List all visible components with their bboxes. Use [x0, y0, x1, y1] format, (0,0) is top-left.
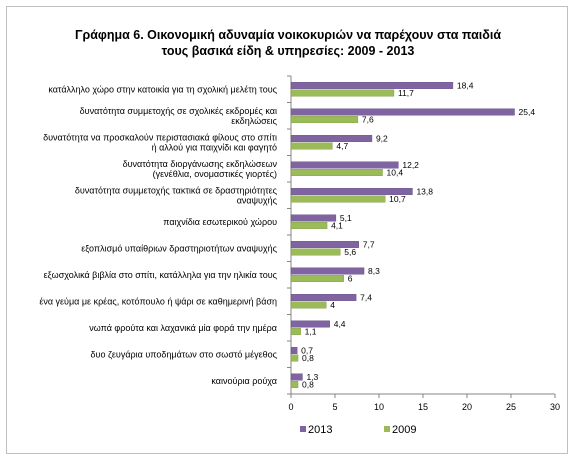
data-label-2013: 5,1: [340, 213, 352, 223]
bar-2013: [290, 294, 357, 301]
data-label-2009: 1,1: [305, 326, 317, 336]
data-label-2009: 5,6: [344, 247, 356, 257]
data-label-2013: 13,8: [416, 186, 433, 196]
category-label: δυο ζευγάρια υποδημάτων στο σωστό μέγεθο…: [91, 349, 278, 359]
chart-subtitle: τους βασικά είδη & υπηρεσίες: 2009 - 201…: [161, 44, 415, 58]
x-tick-label: 30: [550, 402, 560, 412]
bar-2013: [290, 347, 298, 354]
bar-2009: [290, 169, 383, 176]
category-label: εξωσχολικά βιβλία στο σπίτι, κατάλληλα γ…: [44, 270, 278, 280]
data-label-2009: 11,7: [398, 88, 414, 98]
category-label: εξοπλισμό υπαίθριων δραστηριοτήτων αναψυ…: [81, 243, 277, 253]
bar-2013: [290, 373, 303, 381]
bar-2013: [290, 241, 359, 248]
data-label-2013: 7,4: [360, 292, 372, 302]
bar-2013: [290, 188, 413, 195]
category-label: (γενέθλια, ονομαστικές γιορτές): [153, 169, 277, 179]
data-label-2009: 4,7: [336, 141, 348, 151]
data-label-2009: 0,8: [302, 353, 314, 363]
x-tick-label: 20: [462, 402, 472, 412]
bar-2009: [290, 354, 299, 362]
data-label-2009: 7,6: [362, 114, 374, 124]
bar-2009: [290, 381, 299, 388]
bar-2009: [290, 116, 359, 123]
category-label: παιχνίδια εσωτερικού χώρου: [163, 217, 277, 227]
category-label: εκδηλώσεις: [231, 116, 277, 126]
legend-swatch-2009: [384, 426, 390, 432]
bar-2009: [290, 328, 301, 335]
x-tick-label: 0: [288, 402, 293, 412]
category-label: δυνατότητα να προσκαλούν περιστασιακά φί…: [43, 132, 277, 142]
bar-2009: [290, 195, 386, 203]
data-label-2009: 10,7: [389, 194, 406, 204]
bar-2009: [290, 222, 328, 229]
x-tick-label: 25: [506, 402, 516, 412]
bar-2013: [290, 214, 337, 222]
data-label-2013: 0,7: [301, 345, 313, 355]
category-label: ή αλλού για παιχνίδι και φαγητό: [152, 142, 277, 152]
bar-2009: [290, 248, 341, 256]
category-label: αναψυχής: [237, 195, 278, 205]
bar-2009: [290, 89, 395, 97]
data-label-2013: 8,3: [368, 266, 380, 276]
bar-2013: [290, 135, 373, 142]
legend-label-2009: 2009: [392, 424, 416, 436]
category-label: νωπά φρούτα και λαχανικά μία φορά την ημ…: [89, 323, 277, 333]
x-tick-label: 10: [374, 402, 384, 412]
legend-swatch-2013: [300, 426, 306, 432]
data-label-2013: 25,4: [519, 107, 536, 117]
bar-2013: [290, 267, 365, 275]
data-label-2009: 6: [348, 273, 353, 283]
category-label: ένα γεύμα με κρέας, κοτόπουλο ή ψάρι σε …: [39, 296, 277, 306]
bar-2009: [290, 301, 327, 309]
data-label-2013: 12,2: [402, 160, 419, 170]
category-label: δυνατότητα συμμετοχής σε σχολικές εκδρομ…: [80, 106, 277, 116]
data-label-2009: 10,4: [387, 167, 404, 177]
category-label: κατάλληλο χώρο στην κατοικία για τη σχολ…: [48, 84, 277, 94]
data-label-2009: 0,8: [302, 379, 314, 389]
bar-2009: [290, 142, 333, 150]
legend-label-2013: 2013: [308, 424, 332, 436]
chart-title: Γράφημα 6. Οικονομική αδυναμία νοικοκυρι…: [74, 28, 502, 42]
data-label-2013: 9,2: [376, 133, 388, 143]
bar-2013: [290, 320, 330, 328]
bar-2009: [290, 275, 344, 282]
data-label-2013: 7,7: [363, 239, 375, 249]
data-label-2013: 4,4: [334, 319, 346, 329]
category-label: καινούρια ρούχα: [211, 376, 277, 386]
x-tick-label: 15: [418, 402, 428, 412]
x-tick-label: 5: [332, 402, 337, 412]
bar-2013: [290, 108, 515, 116]
bar-2013: [290, 82, 454, 89]
category-label: δυνατότητα διοργάνωσης εκδηλώσεων: [123, 159, 278, 169]
chart-frame: [6, 6, 568, 454]
data-label-2013: 1,3: [306, 372, 318, 382]
category-label: δυνατότητα συμμετοχής τακτικά σε δραστηρ…: [75, 185, 278, 195]
bar-2013: [290, 161, 399, 169]
data-label-2009: 4,1: [331, 220, 343, 230]
data-label-2013: 18,4: [457, 80, 474, 90]
data-label-2009: 4: [330, 300, 335, 310]
